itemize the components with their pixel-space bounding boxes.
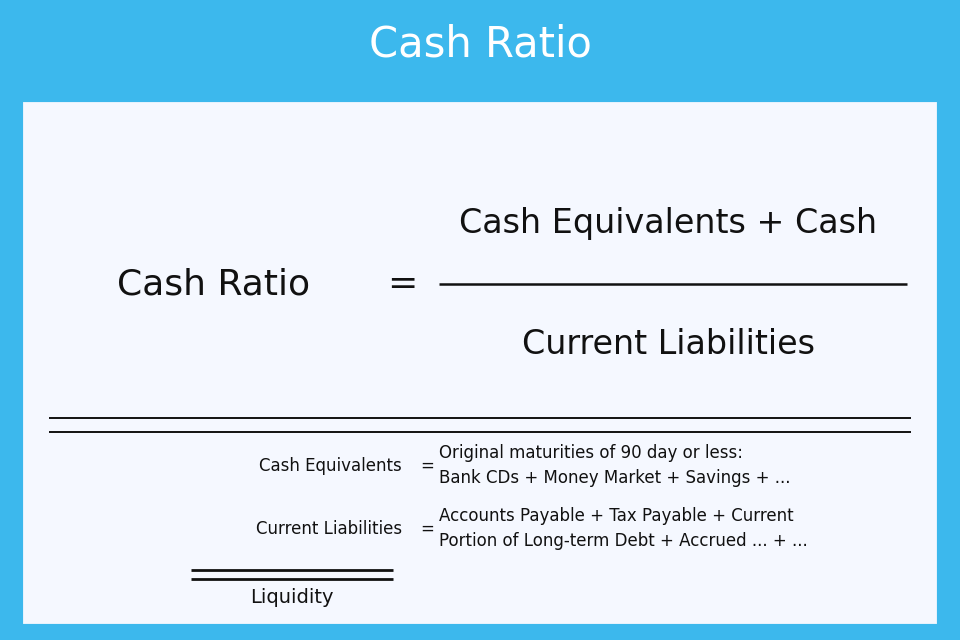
Text: Portion of Long-term Debt + Accrued ... + ...: Portion of Long-term Debt + Accrued ... … [439,532,807,550]
Text: Cash Ratio: Cash Ratio [117,268,310,301]
Text: Accounts Payable + Tax Payable + Current: Accounts Payable + Tax Payable + Current [439,507,793,525]
Text: Cash Equivalents: Cash Equivalents [259,457,402,475]
Text: Cash Ratio: Cash Ratio [369,24,591,66]
Text: =: = [420,457,434,475]
Text: Current Liabilities: Current Liabilities [521,328,815,362]
Text: Current Liabilities: Current Liabilities [256,520,402,538]
Text: Cash Equivalents + Cash: Cash Equivalents + Cash [459,207,877,241]
Text: =: = [387,268,418,301]
Text: =: = [420,520,434,538]
Text: Original maturities of 90 day or less:: Original maturities of 90 day or less: [439,444,743,462]
Text: Bank CDs + Money Market + Savings + ...: Bank CDs + Money Market + Savings + ... [439,469,790,487]
Text: Liquidity: Liquidity [251,588,334,607]
